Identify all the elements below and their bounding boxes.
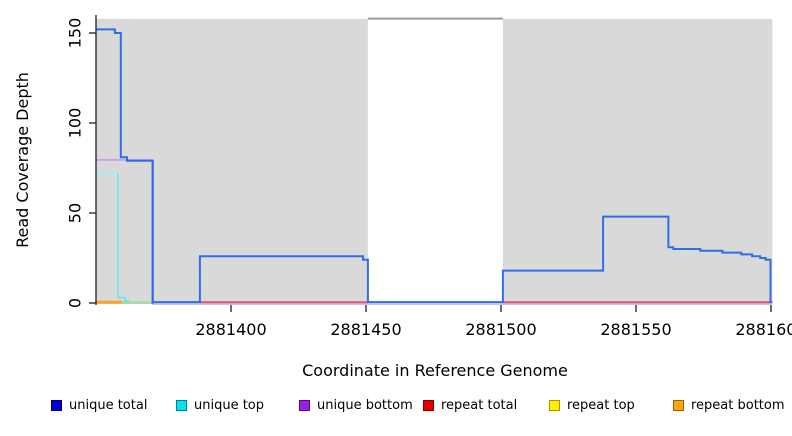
- y-axis-title: Read Coverage Depth: [13, 72, 32, 248]
- repeat-bottom-swatch-icon: [673, 400, 684, 411]
- y-tick-label: 100: [66, 108, 85, 139]
- y-tick-label: 0: [66, 298, 85, 308]
- x-axis-title: Coordinate in Reference Genome: [302, 361, 568, 380]
- unique-bottom-swatch-icon: [299, 400, 310, 411]
- legend-item-repeat-total: repeat total: [423, 396, 517, 414]
- repeat-region-right: [503, 19, 772, 304]
- legend-item-repeat-top: repeat top: [549, 396, 635, 414]
- legend-label: repeat top: [567, 398, 635, 413]
- legend-label: unique top: [194, 398, 264, 413]
- y-tick-label: 50: [66, 203, 85, 223]
- legend-item-unique-total: unique total: [51, 396, 147, 414]
- x-tick-label: 2881550: [600, 320, 671, 339]
- legend-item-unique-bottom: unique bottom: [299, 396, 413, 414]
- unique-top-swatch-icon: [176, 400, 187, 411]
- repeat-regions-layer: [96, 19, 772, 304]
- legend-label: repeat bottom: [691, 398, 785, 413]
- x-tick-label: 2881450: [330, 320, 401, 339]
- repeat-total-swatch-icon: [423, 400, 434, 411]
- legend-label: unique total: [69, 398, 147, 413]
- x-tick-label: 2881400: [195, 320, 266, 339]
- x-tick-label: 2881600: [735, 320, 792, 339]
- chart-legend: unique total unique top unique bottom repea…: [0, 396, 792, 420]
- repeat-top-swatch-icon: [549, 400, 560, 411]
- legend-label: unique bottom: [317, 398, 413, 413]
- legend-item-unique-top: unique top: [176, 396, 264, 414]
- legend-item-repeat-bottom: repeat bottom: [673, 396, 785, 414]
- legend-label: repeat total: [441, 398, 517, 413]
- x-tick-label: 2881500: [465, 320, 536, 339]
- unique-total-swatch-icon: [51, 400, 62, 411]
- y-tick-label: 150: [66, 18, 85, 49]
